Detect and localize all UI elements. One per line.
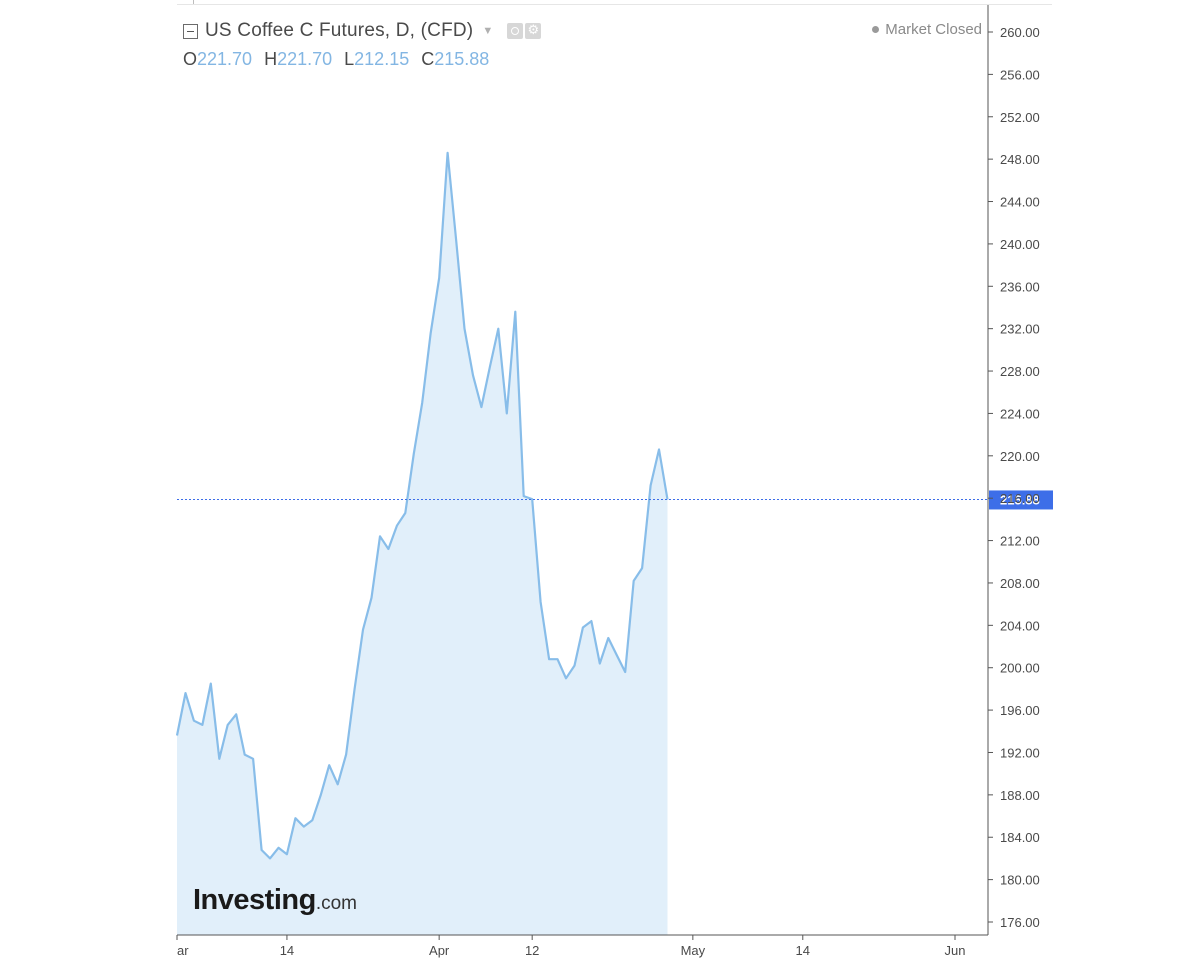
y-tick-label: 180.00 — [1000, 873, 1040, 888]
y-tick-label: 260.00 — [1000, 25, 1040, 40]
ohlc-open-value: 221.70 — [197, 48, 253, 69]
x-tick-label: Jun — [945, 943, 966, 958]
x-tick-label: May — [681, 943, 706, 958]
y-tick-label: 220.00 — [1000, 449, 1040, 464]
y-tick-label: 208.00 — [1000, 576, 1040, 591]
market-status-label: Market Closed — [885, 21, 982, 38]
y-tick-label: 232.00 — [1000, 322, 1040, 337]
y-tick-label: 240.00 — [1000, 237, 1040, 252]
ohlc-close-value: 215.88 — [434, 48, 490, 69]
y-tick-label: 200.00 — [1000, 661, 1040, 676]
y-tick-label: 256.00 — [1000, 67, 1040, 82]
y-tick-label: 184.00 — [1000, 830, 1040, 845]
y-tick-label: 228.00 — [1000, 364, 1040, 379]
area-layer — [177, 152, 668, 936]
y-tick-label: 204.00 — [1000, 618, 1040, 633]
ohlc-row: O221.70 H221.70 L212.15 C215.88 — [183, 47, 543, 71]
investing-logo: Investing .com — [193, 884, 357, 917]
collapse-icon[interactable] — [183, 23, 198, 39]
status-dot-icon — [872, 26, 880, 33]
eye-icon[interactable] — [507, 23, 524, 39]
y-tick-label: 212.00 — [1000, 534, 1040, 549]
ohlc-close-key: C — [421, 48, 435, 69]
ohlc-high: H221.70 — [264, 49, 332, 70]
y-tick-label: 196.00 — [1000, 703, 1040, 718]
y-tick-label: 192.00 — [1000, 745, 1040, 760]
x-tick-label: 14 — [280, 943, 294, 958]
settings-gear-icon[interactable] — [525, 22, 542, 39]
legend-title-row: US Coffee C Futures, D, (CFD) ▼ — [183, 18, 543, 44]
chart-legend: US Coffee C Futures, D, (CFD) ▼ O221.70 … — [183, 18, 543, 71]
line-layer — [175, 151, 669, 860]
y-tick-label: 176.00 — [1000, 915, 1040, 930]
x-tick-label: ar — [177, 943, 189, 958]
logo-suffix-text: .com — [315, 893, 357, 914]
ohlc-open-key: O — [183, 48, 198, 69]
price-line — [175, 151, 669, 860]
y-tick-label: 248.00 — [1000, 152, 1040, 167]
logo-main-text: Investing — [193, 884, 316, 916]
dropdown-caret-icon[interactable]: ▼ — [482, 25, 494, 37]
ohlc-low: L212.15 — [344, 49, 409, 70]
ohlc-high-value: 221.70 — [277, 48, 333, 69]
market-status: Market Closed — [872, 21, 982, 38]
top-scroll-tick — [193, 0, 194, 4]
y-tick-label: 252.00 — [1000, 110, 1040, 125]
price-area — [177, 152, 668, 936]
last-price-label-bg — [989, 490, 1053, 510]
last-price-label: 215.88 — [1000, 492, 1040, 507]
x-tick-label: Apr — [429, 943, 450, 958]
x-tick-label: 12 — [525, 943, 539, 958]
y-tick-label: 244.00 — [1000, 195, 1040, 210]
y-tick-label: 236.00 — [1000, 279, 1040, 294]
symbol-title[interactable]: US Coffee C Futures, D, (CFD) — [205, 20, 474, 41]
y-tick-label: 216.00 — [1000, 491, 1040, 506]
x-tick-label: 14 — [796, 943, 810, 958]
y-tick-label: 188.00 — [1000, 788, 1040, 803]
ohlc-low-value: 212.15 — [354, 48, 410, 69]
ohlc-high-key: H — [264, 48, 278, 69]
ohlc-low-key: L — [344, 48, 355, 69]
ohlc-open: O221.70 — [183, 49, 252, 70]
top-divider — [177, 4, 1052, 5]
price-layer: 215.88 — [177, 490, 1053, 510]
ohlc-close: C215.88 — [421, 49, 489, 70]
y-tick-label: 224.00 — [1000, 406, 1040, 421]
axis-layer: 260.00 256.00 252.00 248.00 244.00 240.00 236.… — [176, 5, 1040, 958]
